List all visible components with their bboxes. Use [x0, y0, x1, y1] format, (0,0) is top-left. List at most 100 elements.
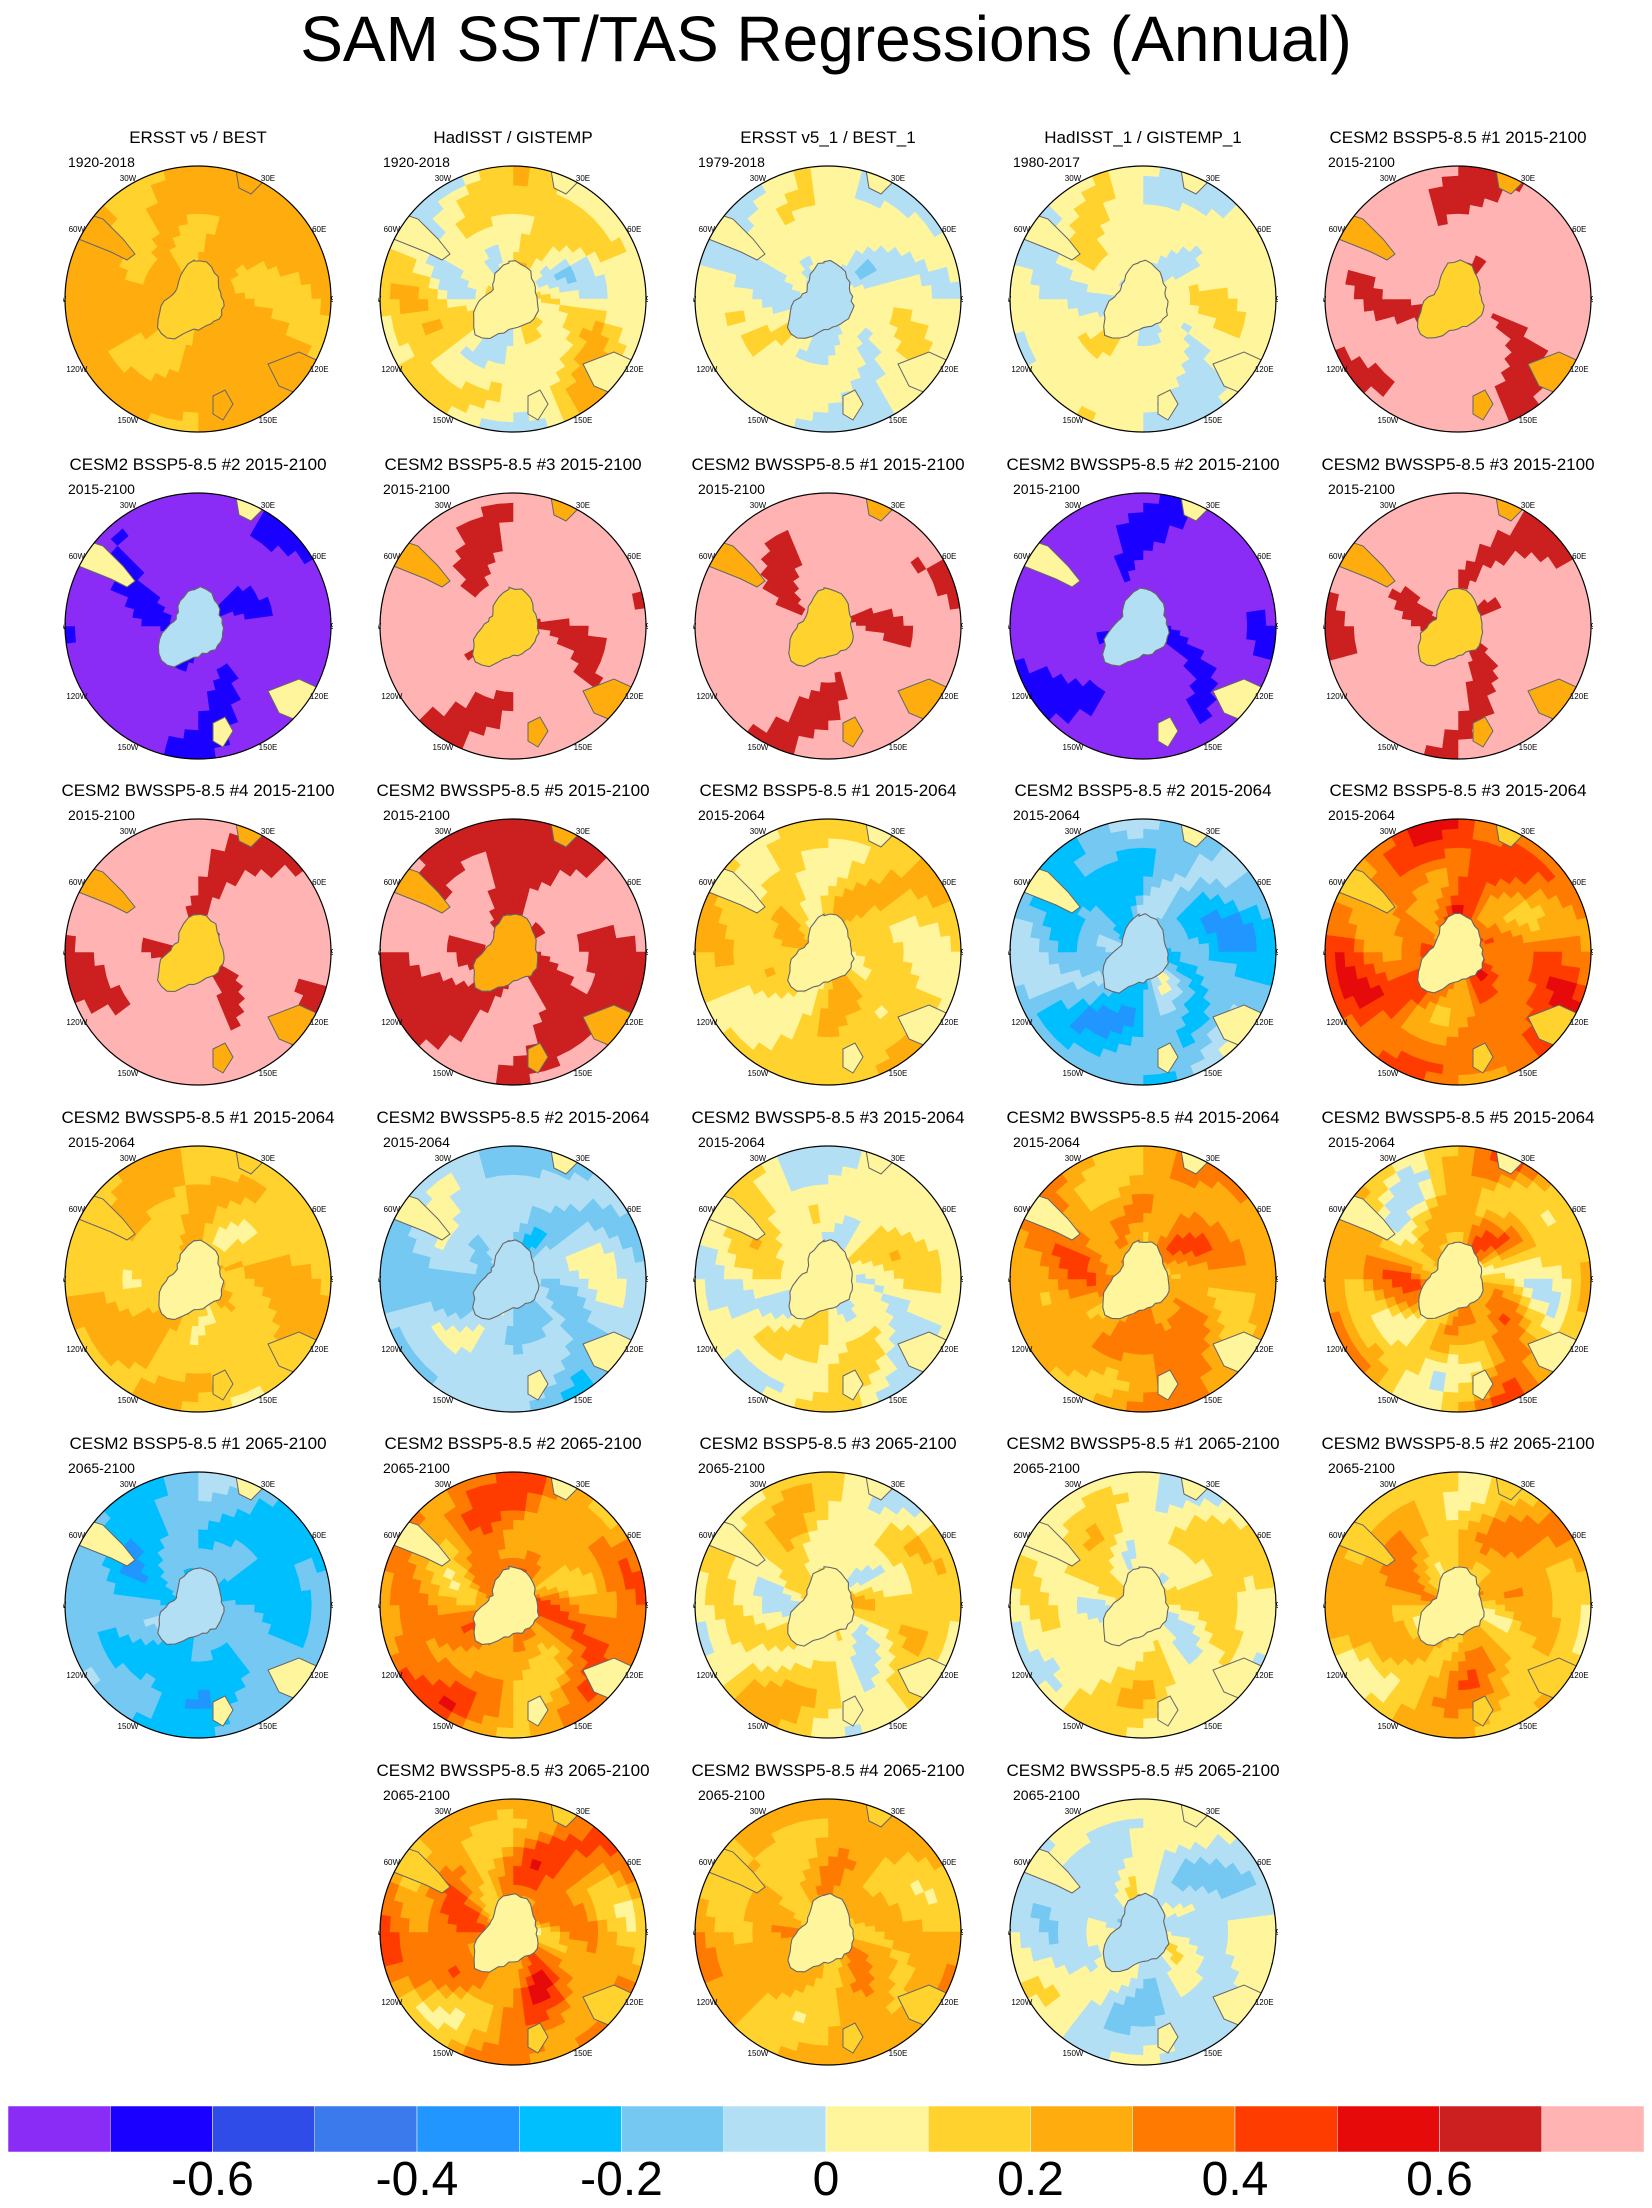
longitude-label: 90W [378, 295, 382, 304]
field-cell [941, 283, 952, 299]
field-cell [1449, 233, 1458, 243]
field-cell [497, 176, 513, 187]
field-cell [635, 626, 646, 643]
field-cell [1143, 421, 1160, 432]
field-cell [456, 299, 466, 306]
field-cell [437, 626, 447, 636]
longitude-label: 30E [576, 174, 590, 183]
map-panel-1: ERSST v5 / BEST1920-2018030E60E90E120E15… [48, 128, 348, 428]
field-cell [1443, 403, 1458, 413]
field-cell [1143, 204, 1155, 214]
field-cell [192, 252, 198, 262]
longitude-label: 90W [1323, 295, 1327, 304]
field-cell [1562, 284, 1572, 299]
field-cell [499, 195, 513, 205]
field-cell [504, 560, 513, 570]
field-cell [183, 185, 198, 195]
field-cell [1524, 289, 1534, 299]
field-cell [1133, 223, 1143, 233]
field-cell [1077, 299, 1087, 308]
field-cell [292, 626, 302, 640]
field-cell [1143, 393, 1157, 403]
field-cell [1562, 299, 1572, 314]
field-cell [705, 299, 716, 315]
longitude-label: 90E [961, 295, 963, 304]
field-cell [1143, 195, 1157, 205]
field-cell [1533, 299, 1543, 310]
field-cell [1458, 214, 1469, 224]
field-cell [903, 288, 913, 299]
field-cell [409, 299, 419, 313]
field-cell [813, 403, 828, 413]
map-panel-6: CESM2 BSSP5-8.5 #2 2015-21002015-2100030… [48, 455, 348, 755]
map-panel-2: HadISST / GISTEMP1920-2018030E60E90E120E… [363, 128, 663, 428]
polar-map: 030E60E90E120E150E180150W120W90W60W30W [63, 491, 333, 761]
field-cell [813, 185, 828, 195]
field-cell [866, 293, 876, 299]
field-cell [513, 664, 519, 674]
field-cell [513, 176, 529, 187]
figure-title: SAM SST/TAS Regressions (Annual) [0, 0, 1652, 78]
longitude-label: 90E [646, 622, 648, 631]
longitude-label: 120E [625, 365, 644, 374]
longitude-label: 120E [625, 692, 644, 701]
field-cell [1143, 374, 1154, 384]
field-cell [501, 531, 513, 541]
field-cell [182, 176, 198, 187]
field-cell [1143, 337, 1149, 347]
field-cell [1458, 195, 1472, 205]
field-cell [1127, 412, 1143, 423]
field-cell [1228, 287, 1238, 299]
longitude-label: 90W [63, 295, 67, 304]
field-cell [198, 374, 209, 384]
longitude-label: 120W [66, 692, 87, 701]
field-cell [607, 299, 617, 313]
field-cell [191, 569, 198, 579]
field-cell [141, 626, 151, 633]
field-cell [103, 626, 113, 638]
field-cell [513, 403, 528, 413]
field-cell [1137, 252, 1143, 262]
longitude-label: 150W [748, 416, 769, 425]
field-cell [499, 522, 513, 532]
field-cell [198, 356, 207, 366]
field-cell [724, 299, 734, 313]
field-cell [103, 287, 113, 299]
field-cell [607, 612, 617, 626]
field-cell [283, 287, 293, 299]
field-cell [184, 195, 198, 205]
field-cell [186, 384, 198, 394]
field-cell [132, 626, 142, 635]
field-cell [695, 299, 706, 316]
field-cell [1448, 223, 1458, 233]
longitude-label: 120W [66, 365, 87, 374]
field-cell [1048, 299, 1058, 311]
field-cell [75, 283, 86, 299]
field-cell [264, 299, 274, 309]
field-cell [814, 393, 828, 403]
field-cell [1218, 299, 1228, 310]
field-cell [113, 615, 123, 626]
longitude-label: 30W [750, 174, 767, 183]
field-cell [501, 384, 513, 394]
field-cell [1131, 384, 1143, 394]
field-cell [513, 346, 520, 356]
field-cell [1020, 299, 1031, 315]
field-cell [320, 626, 331, 643]
longitude-label: 120W [1326, 365, 1347, 374]
field-cell [1131, 204, 1143, 214]
longitude-label: 120W [381, 692, 402, 701]
field-cell [570, 617, 580, 626]
field-cell [84, 611, 94, 626]
field-cell [198, 166, 215, 177]
longitude-label: 90E [331, 295, 333, 304]
field-cell [191, 242, 198, 252]
field-cell [498, 512, 513, 522]
field-cell [821, 242, 828, 252]
longitude-label: 90W [378, 622, 382, 631]
field-cell [1335, 283, 1346, 299]
field-cell [1496, 293, 1506, 299]
field-cell [141, 299, 151, 306]
field-cell [122, 616, 132, 626]
field-cell [273, 288, 283, 299]
